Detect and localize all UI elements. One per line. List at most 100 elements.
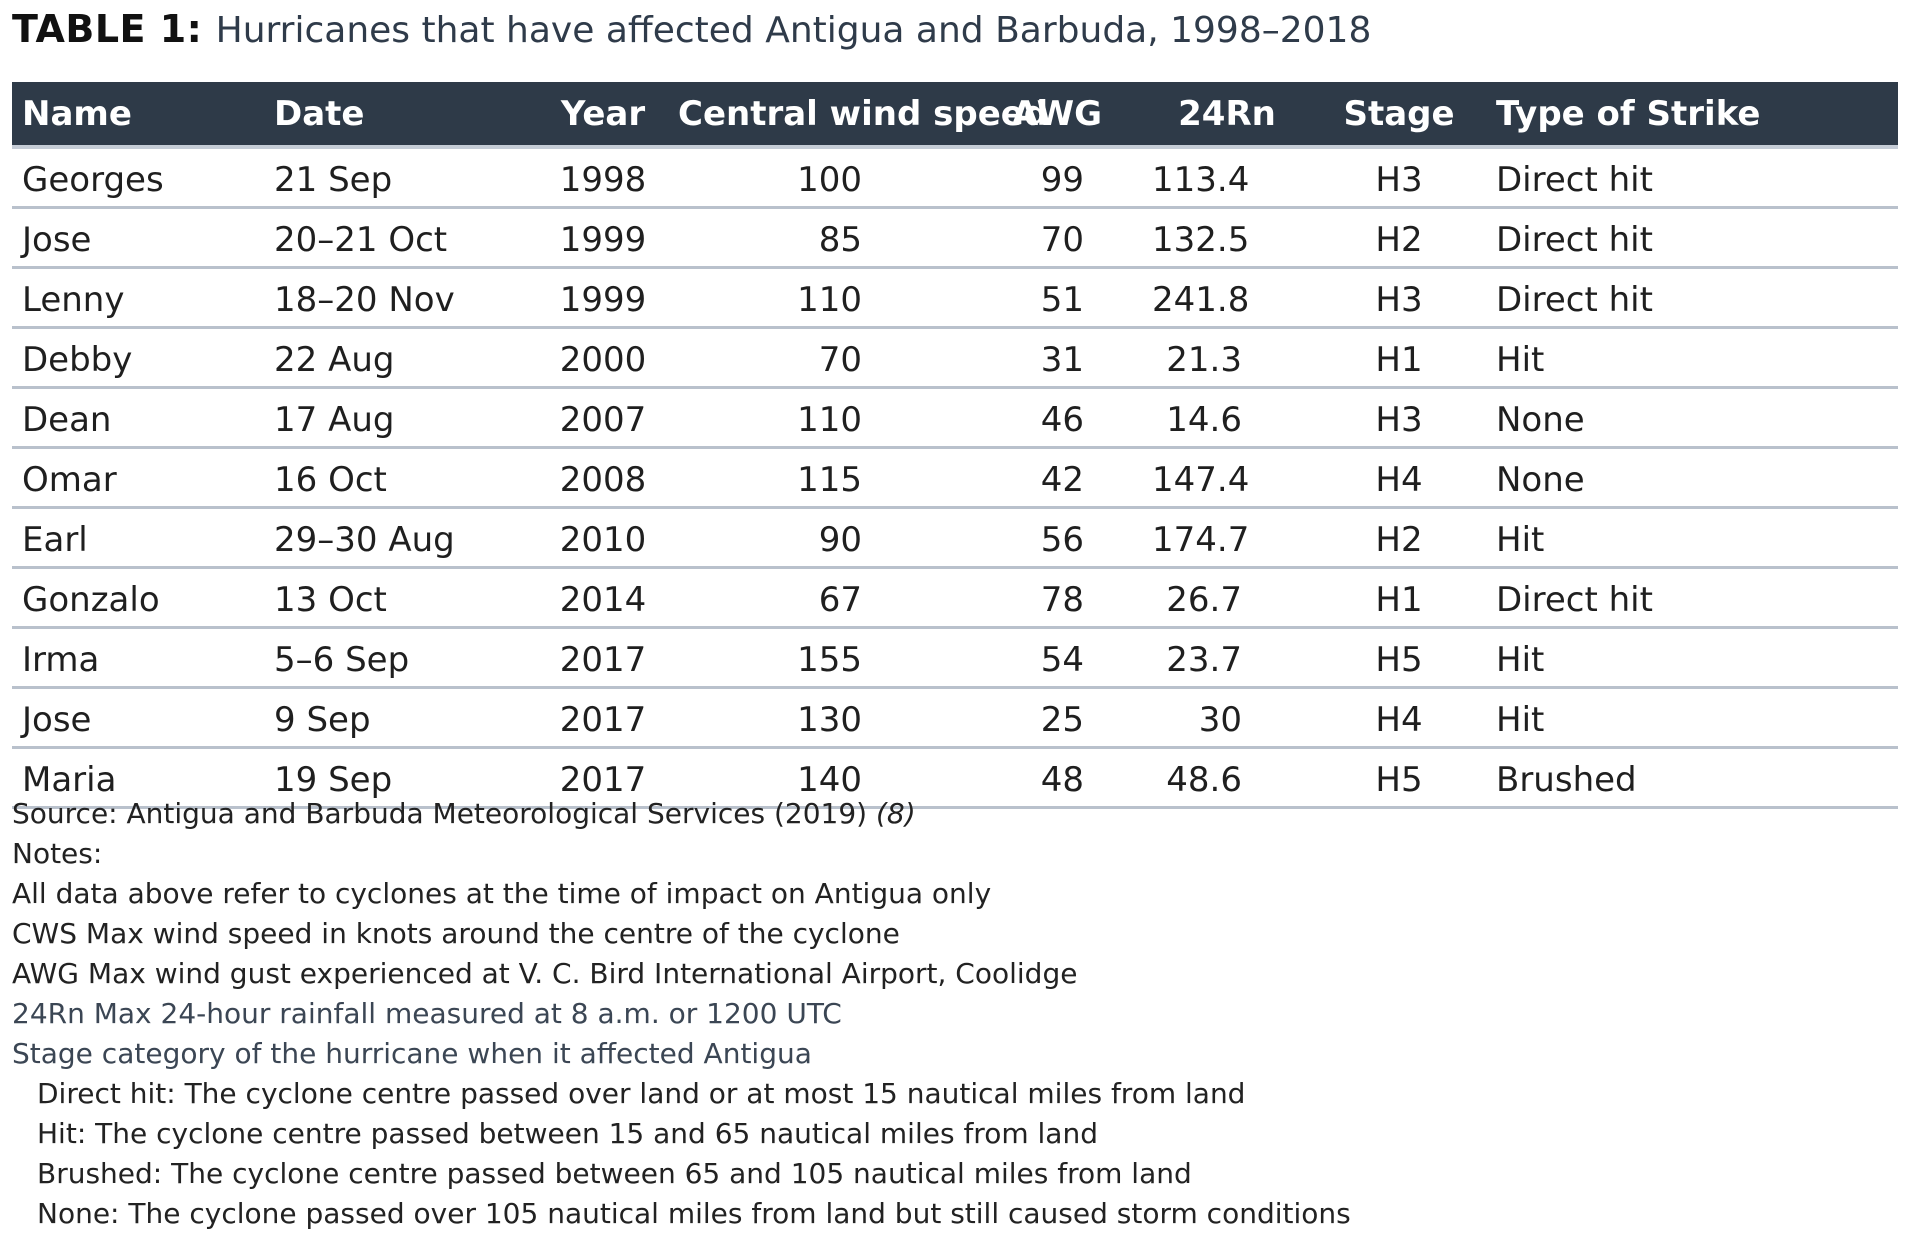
table-title-text: Hurricanes that have affected Antigua an… <box>215 10 1372 51</box>
cell-stage: H1 <box>1312 327 1486 389</box>
cell-24rn: 23.7 <box>1142 627 1312 689</box>
source-reference: (8) <box>875 797 916 830</box>
cell-date: 20–21 Oct <box>264 207 538 269</box>
cell-awg: 78 <box>972 567 1142 629</box>
strike-definition: None: The cyclone passed over 105 nautic… <box>37 1197 1351 1230</box>
cell-name: Earl <box>12 507 264 569</box>
cell-stage: H3 <box>1312 147 1486 209</box>
column-header-year: Year <box>538 82 668 149</box>
table-row: Earl 29–30 Aug 2010 90 56 174.7 H2 Hit <box>12 507 1898 569</box>
table-header-row: Name Date Year Central wind speed AWG 24… <box>12 82 1898 149</box>
cell-date: 9 Sep <box>264 687 538 749</box>
cell-central-wind-speed: 90 <box>668 507 972 569</box>
cell-name: Maria <box>12 747 264 809</box>
table-row: Jose 20–21 Oct 1999 85 70 132.5 H2 Direct hit <box>12 207 1898 269</box>
note-line: All data above refer to cyclones at the … <box>12 877 992 910</box>
cell-central-wind-speed: 70 <box>668 327 972 389</box>
cell-date: 18–20 Nov <box>264 267 538 329</box>
cell-24rn: 241.8 <box>1142 267 1312 329</box>
cell-year: 2017 <box>538 627 668 689</box>
cell-24rn: 26.7 <box>1142 567 1312 629</box>
cell-stage: H4 <box>1312 687 1486 749</box>
cell-awg: 99 <box>972 147 1142 209</box>
cell-central-wind-speed: 155 <box>668 627 972 689</box>
column-header-awg: AWG <box>972 82 1142 149</box>
cell-24rn: 21.3 <box>1142 327 1312 389</box>
strike-definition: Hit: The cyclone centre passed between 1… <box>37 1117 1098 1150</box>
table-row: Maria 19 Sep 2017 140 48 48.6 H5 Brushed <box>12 747 1898 809</box>
cell-24rn: 113.4 <box>1142 147 1312 209</box>
column-header-date: Date <box>264 82 538 149</box>
table-title-label: TABLE 1: <box>12 7 203 51</box>
cell-type-of-strike: Direct hit <box>1486 267 1898 329</box>
cell-type-of-strike: Hit <box>1486 327 1898 389</box>
note-line: AWG Max wind gust experienced at V. C. B… <box>12 957 1078 990</box>
cell-stage: H5 <box>1312 627 1486 689</box>
cell-central-wind-speed: 140 <box>668 747 972 809</box>
cell-date: 21 Sep <box>264 147 538 209</box>
cell-type-of-strike: Hit <box>1486 687 1898 749</box>
cell-central-wind-speed: 85 <box>668 207 972 269</box>
cell-central-wind-speed: 115 <box>668 447 972 509</box>
cell-name: Jose <box>12 207 264 269</box>
hurricanes-table: Name Date Year Central wind speed AWG 24… <box>12 82 1898 809</box>
cell-stage: H2 <box>1312 507 1486 569</box>
cell-year: 1999 <box>538 267 668 329</box>
cell-awg: 42 <box>972 447 1142 509</box>
cell-name: Jose <box>12 687 264 749</box>
cell-name: Dean <box>12 387 264 449</box>
note-line: Stage category of the hurricane when it … <box>12 1037 812 1070</box>
cell-date: 29–30 Aug <box>264 507 538 569</box>
cell-name: Debby <box>12 327 264 389</box>
notes-heading: Notes: <box>12 837 103 870</box>
cell-stage: H3 <box>1312 387 1486 449</box>
cell-name: Gonzalo <box>12 567 264 629</box>
table-body: Georges 21 Sep 1998 100 99 113.4 H3 Direct hit J… <box>12 147 1898 809</box>
cell-name: Lenny <box>12 267 264 329</box>
cell-central-wind-speed: 110 <box>668 267 972 329</box>
cell-year: 2008 <box>538 447 668 509</box>
table-row: Dean 17 Aug 2007 110 46 14.6 H3 None <box>12 387 1898 449</box>
table-row: Omar 16 Oct 2008 115 42 147.4 H4 None <box>12 447 1898 509</box>
cell-year: 2000 <box>538 327 668 389</box>
cell-year: 2014 <box>538 567 668 629</box>
strike-definition: Brushed: The cyclone centre passed betwe… <box>37 1157 1192 1190</box>
column-header-stage: Stage <box>1312 82 1486 149</box>
table-row: Gonzalo 13 Oct 2014 67 78 26.7 H1 Direct hit <box>12 567 1898 629</box>
cell-date: 16 Oct <box>264 447 538 509</box>
note-line: CWS Max wind speed in knots around the c… <box>12 917 900 950</box>
cell-year: 2007 <box>538 387 668 449</box>
cell-date: 19 Sep <box>264 747 538 809</box>
cell-24rn: 14.6 <box>1142 387 1312 449</box>
table-row: Debby 22 Aug 2000 70 31 21.3 H1 Hit <box>12 327 1898 389</box>
cell-awg: 51 <box>972 267 1142 329</box>
cell-awg: 54 <box>972 627 1142 689</box>
cell-awg: 70 <box>972 207 1142 269</box>
cell-type-of-strike: Direct hit <box>1486 567 1898 629</box>
cell-24rn: 30 <box>1142 687 1312 749</box>
table-row: Irma 5–6 Sep 2017 155 54 23.7 H5 Hit <box>12 627 1898 689</box>
table-row: Lenny 18–20 Nov 1999 110 51 241.8 H3 Direct hit <box>12 267 1898 329</box>
cell-date: 22 Aug <box>264 327 538 389</box>
cell-24rn: 147.4 <box>1142 447 1312 509</box>
table-row: Jose 9 Sep 2017 130 25 30 H4 Hit <box>12 687 1898 749</box>
cell-type-of-strike: Hit <box>1486 627 1898 689</box>
table-title: TABLE 1: Hurricanes that have affected A… <box>12 0 1898 54</box>
cell-type-of-strike: None <box>1486 387 1898 449</box>
cell-central-wind-speed: 67 <box>668 567 972 629</box>
cell-stage: H5 <box>1312 747 1486 809</box>
cell-name: Omar <box>12 447 264 509</box>
source-text: Source: Antigua and Barbuda Meteorologic… <box>12 797 868 830</box>
source-line: Source: Antigua and Barbuda Meteorologic… <box>12 794 1892 834</box>
cell-stage: H4 <box>1312 447 1486 509</box>
cell-type-of-strike: Hit <box>1486 507 1898 569</box>
cell-stage: H3 <box>1312 267 1486 329</box>
cell-central-wind-speed: 110 <box>668 387 972 449</box>
cell-stage: H1 <box>1312 567 1486 629</box>
cell-awg: 25 <box>972 687 1142 749</box>
cell-awg: 31 <box>972 327 1142 389</box>
cell-year: 1999 <box>538 207 668 269</box>
cell-year: 2017 <box>538 687 668 749</box>
cell-24rn: 132.5 <box>1142 207 1312 269</box>
cell-type-of-strike: Direct hit <box>1486 207 1898 269</box>
